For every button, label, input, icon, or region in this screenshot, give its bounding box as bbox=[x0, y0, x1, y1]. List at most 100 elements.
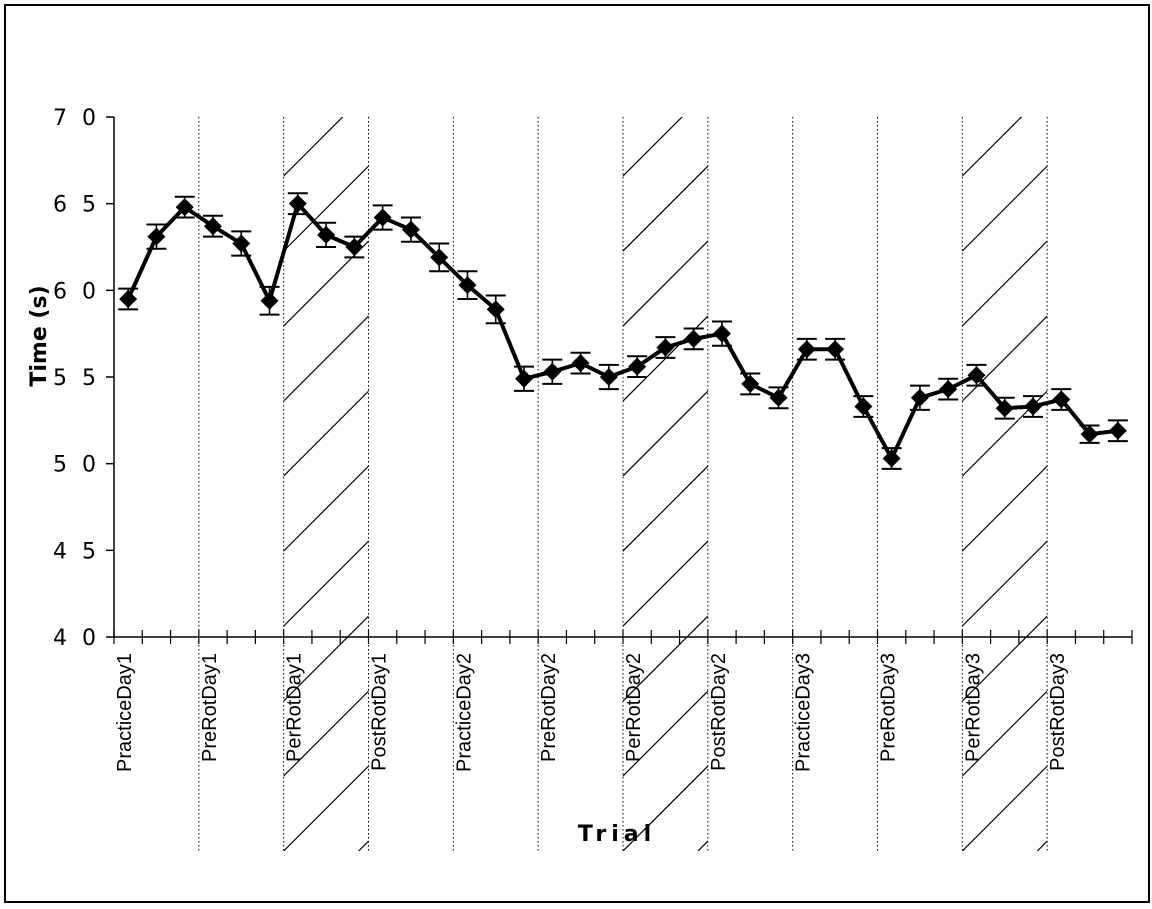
data-point bbox=[740, 372, 761, 396]
diamond-marker bbox=[458, 276, 477, 295]
data-point bbox=[1107, 419, 1128, 443]
hatch-line bbox=[283, 117, 344, 177]
hatch-line bbox=[623, 465, 708, 552]
hatch-lines bbox=[6, 6, 459, 851]
hatch-line bbox=[283, 315, 369, 402]
hatch-band-2 bbox=[6, 6, 459, 851]
diamond-marker bbox=[1052, 390, 1071, 409]
diamond-marker bbox=[995, 399, 1014, 418]
data-point bbox=[909, 384, 930, 411]
diamond-marker bbox=[910, 388, 929, 407]
phase-label-3: PerRotDay1 bbox=[284, 653, 306, 762]
data-point bbox=[1023, 395, 1044, 418]
y-tick-label: 6 5 bbox=[53, 193, 100, 218]
hatch-line bbox=[623, 315, 708, 402]
y-tick-label: 4 0 bbox=[53, 626, 100, 651]
diamond-marker bbox=[288, 194, 307, 213]
data-point bbox=[881, 447, 902, 470]
data-point bbox=[118, 287, 139, 311]
diamond-marker bbox=[628, 357, 647, 376]
data-point bbox=[825, 337, 846, 361]
hatch-line bbox=[623, 615, 708, 702]
diamond-marker bbox=[684, 329, 703, 348]
data-point bbox=[514, 365, 535, 392]
data-point bbox=[627, 355, 648, 378]
hatch-line bbox=[283, 165, 369, 252]
data-point bbox=[1079, 424, 1100, 444]
diamond-marker bbox=[260, 291, 279, 310]
hatch-lines bbox=[212, 6, 1152, 851]
data-point bbox=[344, 235, 365, 259]
hatch-line bbox=[6, 6, 459, 851]
y-tick-label: 4 5 bbox=[53, 539, 100, 564]
data-point bbox=[316, 221, 337, 248]
diamond-marker bbox=[175, 198, 194, 217]
data-point bbox=[259, 285, 280, 316]
diamond-marker bbox=[967, 366, 986, 385]
diamond-marker bbox=[571, 354, 590, 373]
phase-label-2: PreRotDay1 bbox=[199, 653, 221, 762]
phase-label-12: PostRotDay3 bbox=[1047, 653, 1069, 771]
hatch-line bbox=[962, 615, 1048, 702]
diamond-marker bbox=[656, 338, 675, 357]
hatch-line bbox=[212, 6, 1152, 851]
hatch-line bbox=[283, 615, 369, 702]
diamond-marker bbox=[345, 238, 364, 256]
phase-label-7: PerRotDay2 bbox=[623, 653, 645, 762]
data-point bbox=[429, 242, 450, 273]
data-point bbox=[768, 386, 789, 410]
data-point bbox=[683, 327, 704, 351]
phase-label-9: PracticeDay3 bbox=[793, 653, 815, 772]
phase-label-5: PracticeDay2 bbox=[453, 653, 475, 772]
diamond-marker bbox=[203, 217, 222, 236]
phase-label-4: PostRotDay1 bbox=[369, 653, 391, 771]
hatch-lines bbox=[6, 6, 873, 851]
data-point bbox=[966, 363, 987, 387]
data-point bbox=[457, 270, 478, 300]
data-point bbox=[1051, 388, 1072, 411]
diamond-marker bbox=[515, 369, 534, 388]
phase-label-10: PreRotDay3 bbox=[878, 653, 900, 762]
phase-label-11: PerRotDay3 bbox=[962, 653, 984, 762]
hatch-line bbox=[623, 240, 708, 327]
data-point bbox=[485, 294, 506, 325]
hatch-line bbox=[623, 165, 708, 252]
diamond-marker bbox=[741, 374, 760, 393]
hatch-line bbox=[962, 315, 1048, 402]
phase-label-8: PostRotDay2 bbox=[708, 653, 730, 771]
data-point bbox=[598, 363, 619, 391]
y-tick-label: 6 0 bbox=[53, 279, 100, 304]
data-point bbox=[853, 395, 874, 418]
data-point bbox=[287, 192, 308, 216]
diamond-marker bbox=[1080, 425, 1099, 444]
x-axis-title: Trial bbox=[578, 822, 656, 847]
diamond-marker bbox=[797, 340, 816, 359]
hatch-line bbox=[6, 6, 873, 851]
diamond-marker bbox=[826, 340, 845, 359]
hatch-band-10 bbox=[212, 6, 1152, 851]
data-point bbox=[372, 204, 393, 231]
y-tick-label: 5 0 bbox=[53, 453, 100, 478]
data-point bbox=[994, 396, 1015, 420]
data-point bbox=[174, 195, 195, 219]
hatch-line bbox=[358, 840, 369, 851]
diamond-marker bbox=[939, 380, 958, 399]
diamond-marker bbox=[1108, 421, 1127, 440]
hatch-band-6 bbox=[6, 6, 873, 851]
data-point bbox=[146, 223, 167, 250]
data-point bbox=[796, 337, 817, 361]
y-tick-label: 5 5 bbox=[53, 366, 100, 391]
diamond-marker bbox=[769, 388, 788, 407]
data-point bbox=[938, 377, 959, 401]
diamond-marker bbox=[317, 225, 336, 244]
diamond-marker bbox=[712, 324, 731, 343]
data-point bbox=[400, 216, 421, 243]
diamond-marker bbox=[543, 362, 562, 381]
diamond-marker bbox=[599, 368, 618, 386]
data-point bbox=[202, 214, 223, 238]
diamond-marker bbox=[854, 397, 873, 416]
diamond-marker bbox=[232, 234, 251, 253]
y-tick-label: 7 0 bbox=[53, 106, 100, 131]
diamond-marker bbox=[147, 227, 166, 246]
y-axis-title: Time (s) bbox=[27, 285, 52, 386]
